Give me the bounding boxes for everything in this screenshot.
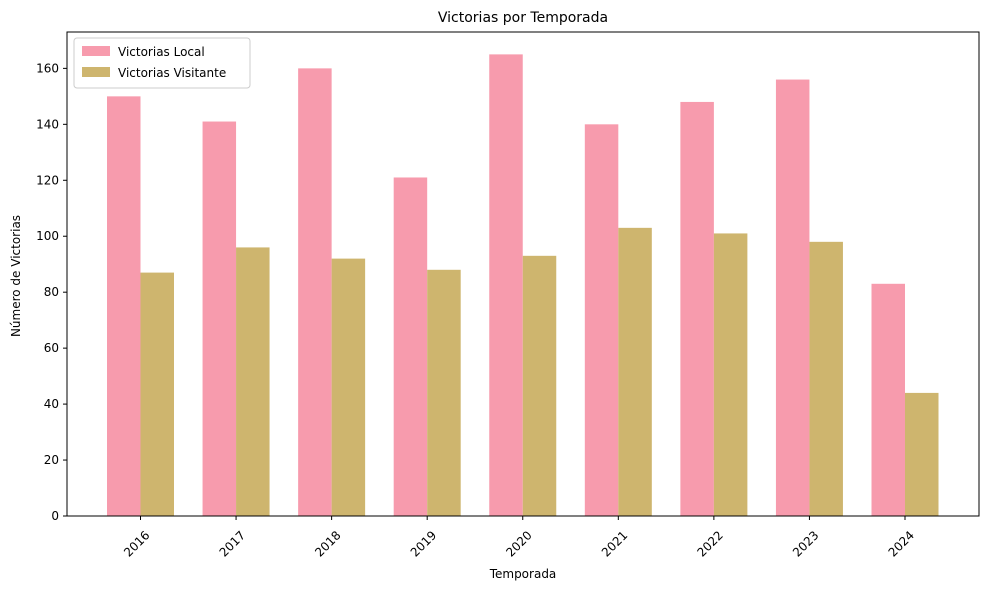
x-tick-label: 2020 <box>503 528 534 559</box>
bar-local-2024 <box>871 283 905 516</box>
x-tick-label: 2021 <box>599 528 630 559</box>
y-tick-label: 120 <box>36 173 59 187</box>
x-tick-label: 2023 <box>790 528 821 559</box>
bar-visitante-2018 <box>331 258 366 516</box>
plot-area: 0 20 40 60 80 100 120 140 160 2016 2017 2018 2019 202… <box>36 31 980 560</box>
y-axis-label: Número de Victorias <box>9 215 23 337</box>
series-0 <box>107 54 905 517</box>
bar-local-2023 <box>775 79 810 516</box>
x-tick-label: 2022 <box>694 528 725 559</box>
x-axis-label: Temporada <box>489 567 557 581</box>
series-1 <box>140 227 939 517</box>
bar-visitante-2022 <box>713 233 748 516</box>
legend-box <box>73 37 251 89</box>
y-tick-label: 40 <box>44 397 59 411</box>
x-tick-label: 2016 <box>121 528 152 559</box>
x-tick-label: 2017 <box>217 528 248 559</box>
x-tick-label: 2019 <box>408 528 439 559</box>
bar-visitante-2020 <box>522 255 557 516</box>
bar-local-2017 <box>202 121 237 516</box>
bar-local-2019 <box>393 177 428 517</box>
legend-swatch-1 <box>82 67 110 77</box>
legend-swatch-0 <box>82 46 110 56</box>
bar-visitante-2021 <box>618 227 652 516</box>
bar-local-2021 <box>584 124 619 516</box>
bar-local-2018 <box>298 68 332 517</box>
legend: Victorias Local Victorias Visitante <box>73 37 251 89</box>
bar-visitante-2019 <box>427 269 461 516</box>
legend-label-1: Victorias Visitante <box>118 66 226 80</box>
x-tick-label: 2024 <box>886 528 917 559</box>
y-tick-label: 100 <box>36 229 59 243</box>
bar-visitante-2024 <box>905 392 939 516</box>
legend-label-0: Victorias Local <box>118 45 205 59</box>
bar-local-2016 <box>107 96 141 516</box>
y-tick-label: 60 <box>44 341 59 355</box>
bar-visitante-2016 <box>140 272 174 516</box>
chart-title: Victorias por Temporada <box>438 10 608 26</box>
y-tick-label: 80 <box>44 285 59 299</box>
y-tick-label: 20 <box>44 453 59 467</box>
bar-local-2022 <box>680 101 714 516</box>
x-tick-label: 2018 <box>312 528 343 559</box>
bar-local-2020 <box>489 54 523 516</box>
bar-visitante-2023 <box>809 241 843 516</box>
bar-visitante-2017 <box>236 247 270 517</box>
y-tick-label: 0 <box>51 509 59 523</box>
y-tick-label: 160 <box>36 61 59 75</box>
y-tick-label: 140 <box>36 117 59 131</box>
